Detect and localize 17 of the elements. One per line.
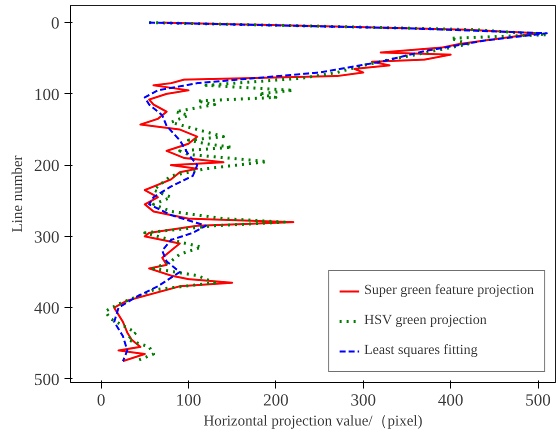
x-tick-label: 400 [438,390,464,410]
y-tick-label: 300 [34,227,60,246]
legend-label: HSV green projection [364,313,487,329]
x-axis-title: Horizontal projection value/（pixel) [203,414,423,430]
x-tick-label: 500 [525,390,551,410]
x-tick-label: 0 [96,390,106,410]
legend-label: Super green feature projection [364,283,534,299]
y-axis-title: Line number [10,155,26,233]
x-tick-label: 300 [350,390,376,410]
y-tick-label: 100 [34,84,60,104]
x-tick-label: 200 [263,390,289,410]
y-tick-label: 0 [51,14,60,33]
x-tick-label: 100 [176,390,202,410]
y-tick-label: 500 [34,370,60,389]
y-tick-label: 400 [34,298,60,318]
legend-label: Least squares fitting [364,343,478,359]
y-tick-label: 200 [34,156,60,176]
